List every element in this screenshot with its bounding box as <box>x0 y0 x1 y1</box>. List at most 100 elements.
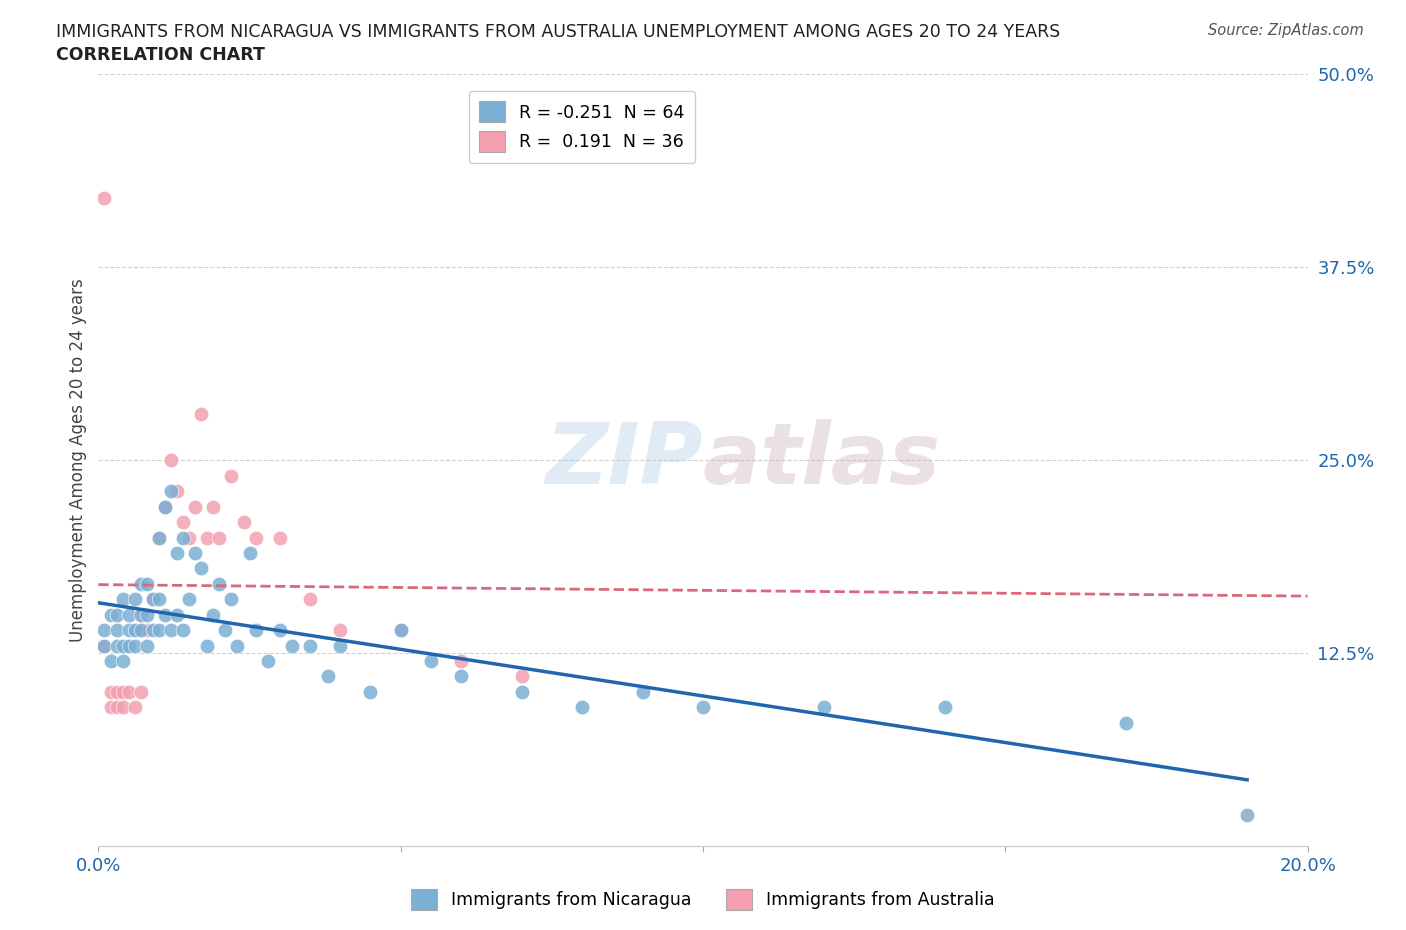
Point <box>153 499 176 514</box>
Text: IMMIGRANTS FROM NICARAGUA VS IMMIGRANTS FROM AUSTRALIA UNEMPLOYMENT AMONG AGES 2: IMMIGRANTS FROM NICARAGUA VS IMMIGRANTS … <box>56 23 1060 41</box>
Point <box>124 591 146 606</box>
Point <box>226 638 249 653</box>
Point <box>221 469 243 484</box>
Point <box>124 623 146 638</box>
Point <box>571 700 593 715</box>
Point <box>148 623 170 638</box>
Point <box>105 623 128 638</box>
Point <box>269 623 291 638</box>
Point <box>118 607 141 622</box>
Point <box>124 623 146 638</box>
Point <box>118 684 141 699</box>
Point <box>166 546 188 561</box>
Point <box>256 654 278 669</box>
Point <box>316 669 339 684</box>
Legend: R = -0.251  N = 64, R =  0.191  N = 36: R = -0.251 N = 64, R = 0.191 N = 36 <box>470 91 695 163</box>
Point <box>190 406 212 421</box>
Point <box>105 700 128 715</box>
Point <box>135 607 157 622</box>
Point <box>179 530 201 545</box>
Point <box>450 654 472 669</box>
Point <box>389 623 412 638</box>
Point <box>160 484 183 498</box>
Point <box>129 684 152 699</box>
Point <box>299 638 322 653</box>
Point <box>269 530 291 545</box>
Point <box>184 546 207 561</box>
Point <box>118 623 141 638</box>
Point <box>142 591 165 606</box>
Point <box>135 623 157 638</box>
Y-axis label: Unemployment Among Ages 20 to 24 years: Unemployment Among Ages 20 to 24 years <box>69 278 87 643</box>
Point <box>172 514 194 529</box>
Point <box>148 530 170 545</box>
Point <box>360 684 382 699</box>
Point <box>124 638 146 653</box>
Point <box>148 591 170 606</box>
Point <box>124 700 146 715</box>
Point <box>510 669 533 684</box>
Point <box>160 453 183 468</box>
Point <box>135 577 157 591</box>
Point <box>100 607 122 622</box>
Point <box>111 638 134 653</box>
Point <box>105 684 128 699</box>
Point <box>208 530 231 545</box>
Point <box>934 700 956 715</box>
Point <box>118 638 141 653</box>
Point <box>93 623 115 638</box>
Point <box>100 700 122 715</box>
Point <box>153 607 176 622</box>
Point <box>100 654 122 669</box>
Point <box>118 638 141 653</box>
Point <box>389 623 412 638</box>
Point <box>93 638 115 653</box>
Point <box>179 591 201 606</box>
Point <box>245 530 267 545</box>
Point <box>172 530 194 545</box>
Point <box>142 623 165 638</box>
Point <box>93 638 115 653</box>
Point <box>111 684 134 699</box>
Point <box>160 623 183 638</box>
Point <box>239 546 262 561</box>
Point <box>202 499 225 514</box>
Legend: Immigrants from Nicaragua, Immigrants from Australia: Immigrants from Nicaragua, Immigrants fr… <box>404 882 1002 917</box>
Point <box>221 591 243 606</box>
Point <box>245 623 267 638</box>
Point <box>299 591 322 606</box>
Point <box>153 499 176 514</box>
Point <box>105 607 128 622</box>
Point <box>202 607 225 622</box>
Point <box>129 577 152 591</box>
Point <box>214 623 236 638</box>
Point <box>184 499 207 514</box>
Point <box>111 700 134 715</box>
Point <box>129 607 152 622</box>
Point <box>195 530 218 545</box>
Point <box>1236 808 1258 823</box>
Point <box>129 623 152 638</box>
Point <box>111 591 134 606</box>
Point <box>195 638 218 653</box>
Point <box>105 638 128 653</box>
Text: Source: ZipAtlas.com: Source: ZipAtlas.com <box>1208 23 1364 38</box>
Point <box>142 591 165 606</box>
Point <box>93 191 115 206</box>
Point <box>166 607 188 622</box>
Point <box>166 484 188 498</box>
Point <box>813 700 835 715</box>
Point <box>631 684 654 699</box>
Point <box>208 577 231 591</box>
Point <box>450 669 472 684</box>
Point <box>1115 715 1137 730</box>
Point <box>510 684 533 699</box>
Point <box>135 638 157 653</box>
Point <box>100 684 122 699</box>
Point <box>148 530 170 545</box>
Text: atlas: atlas <box>703 418 941 502</box>
Point <box>232 514 254 529</box>
Point <box>692 700 714 715</box>
Point <box>329 638 352 653</box>
Point <box>172 623 194 638</box>
